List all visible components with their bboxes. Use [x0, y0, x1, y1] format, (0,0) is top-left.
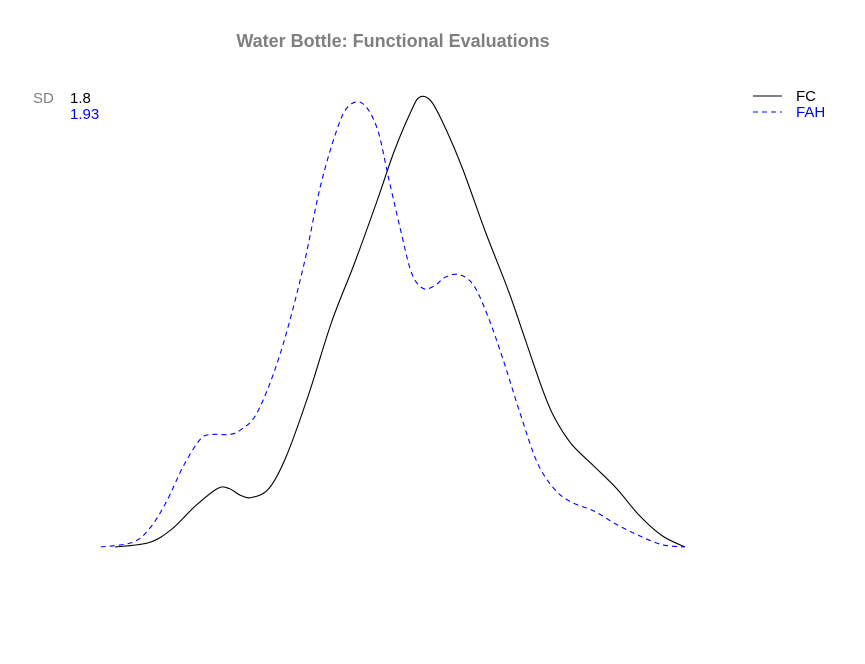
chart-title: Water Bottle: Functional Evaluations — [236, 31, 549, 51]
sd-values: 1.81.93 — [70, 90, 99, 123]
legend-label-fah: FAH — [796, 104, 825, 121]
density-curve-fah — [100, 101, 686, 548]
legend-label-fc: FC — [796, 88, 816, 105]
plot-area — [100, 95, 686, 548]
sd-label: SD — [33, 90, 54, 107]
density-curve-fc — [114, 95, 686, 548]
sd-value-fah: 1.93 — [70, 106, 99, 123]
sd-value-fc: 1.8 — [70, 90, 91, 107]
